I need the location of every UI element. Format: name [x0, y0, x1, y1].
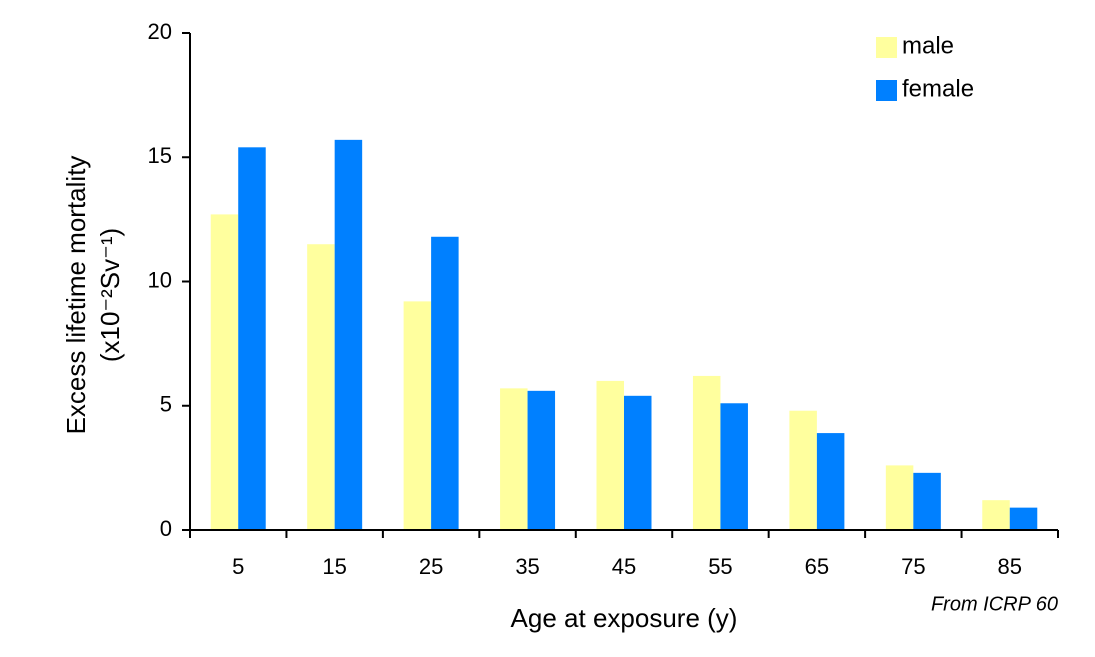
bar: [500, 388, 528, 530]
bar: [307, 244, 335, 530]
x-tick-label: 65: [805, 554, 829, 579]
x-tick-label: 5: [232, 554, 244, 579]
y-axis-title: Excess lifetime mortality: [61, 156, 91, 435]
bar: [692, 375, 721, 530]
legend-swatch: [876, 80, 897, 101]
bar: [527, 390, 556, 530]
bar: [403, 301, 432, 530]
x-tick-label: 35: [515, 554, 539, 579]
bar: [885, 465, 914, 530]
legend-swatch: [876, 37, 897, 58]
bar: [210, 214, 239, 530]
legend-label: female: [902, 75, 974, 102]
x-tick-label: 85: [998, 554, 1022, 579]
bar: [596, 380, 624, 530]
y-tick-label: 10: [148, 267, 172, 292]
y-tick-label: 0: [160, 516, 172, 541]
legend-label: male: [902, 32, 954, 59]
bar: [816, 433, 845, 530]
y-tick-label: 5: [160, 392, 172, 417]
bar: [624, 395, 652, 530]
x-tick-label: 25: [419, 554, 443, 579]
y-tick-label: 20: [148, 19, 172, 44]
x-tick-label: 75: [901, 554, 925, 579]
y-tick-label: 15: [148, 143, 172, 168]
x-tick-label: 15: [322, 554, 346, 579]
bar: [913, 472, 941, 530]
x-tick-label: 45: [612, 554, 636, 579]
bar: [334, 139, 363, 531]
x-axis-title: Age at exposure (y): [511, 603, 738, 633]
bar: [720, 403, 748, 530]
bar: [1009, 507, 1038, 530]
bar: [789, 410, 817, 530]
annotation: From ICRP 60: [931, 593, 1058, 615]
y-axis-subtitle: (x10⁻²Sv⁻¹): [95, 228, 125, 362]
bar: [982, 500, 1010, 530]
x-tick-label: 55: [708, 554, 732, 579]
bar: [431, 236, 459, 530]
bar: [238, 147, 266, 530]
